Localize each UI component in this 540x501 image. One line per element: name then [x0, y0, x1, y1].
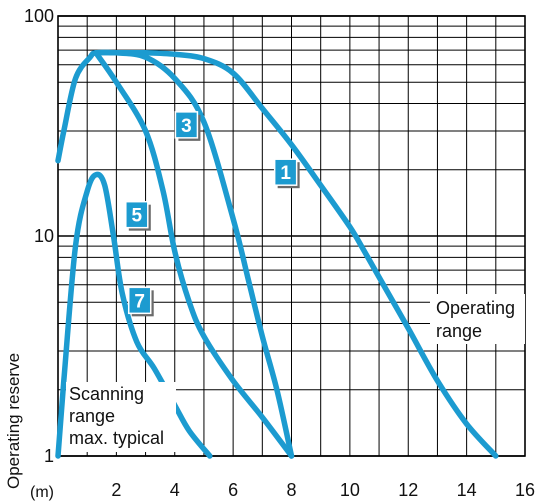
- badge-box: [127, 286, 152, 315]
- operating-range-label-line1: Operating: [436, 298, 515, 318]
- scanning-range-label-line3: max. typical: [69, 428, 164, 448]
- x-tick-label: 12: [398, 480, 418, 500]
- curve-badge-7: 7: [127, 286, 154, 317]
- y-tick-label: 1: [44, 446, 54, 466]
- x-tick-label: 4: [170, 480, 180, 500]
- x-tick-label: 16: [515, 480, 535, 500]
- x-unit-label: (m): [30, 484, 54, 501]
- badge-label: 7: [134, 291, 145, 312]
- curve-badge-1: 1: [273, 158, 300, 189]
- curve-1: [55, 49, 499, 459]
- badge-box: [273, 158, 298, 186]
- curve-badge-5: 5: [125, 200, 151, 231]
- x-tick-label: 6: [228, 480, 238, 500]
- operating-range-label-line2: range: [436, 321, 482, 341]
- badge-label: 1: [280, 163, 291, 184]
- x-tick-label: 8: [286, 480, 296, 500]
- badge-box: [174, 111, 199, 139]
- x-tick-label: 14: [457, 480, 477, 500]
- curve-badge-3: 3: [174, 111, 201, 141]
- badge-label: 3: [181, 116, 192, 137]
- operating-range-bg: [430, 294, 525, 344]
- x-tick-label: 2: [111, 480, 121, 500]
- x-tick-label: 10: [340, 480, 360, 500]
- y-tick-label: 10: [34, 226, 54, 246]
- curve-3: [93, 49, 295, 459]
- scanning-range-label-line1: Scanning: [69, 384, 144, 404]
- y-tick-label: 100: [24, 6, 54, 26]
- scanning-range-bg: [66, 382, 176, 452]
- badge-label: 5: [132, 206, 143, 227]
- curve-5: [93, 50, 295, 459]
- scanning-range-label-line2: range: [69, 406, 115, 426]
- y-axis-label: Operating reserve: [4, 353, 23, 489]
- badge-box: [125, 200, 149, 229]
